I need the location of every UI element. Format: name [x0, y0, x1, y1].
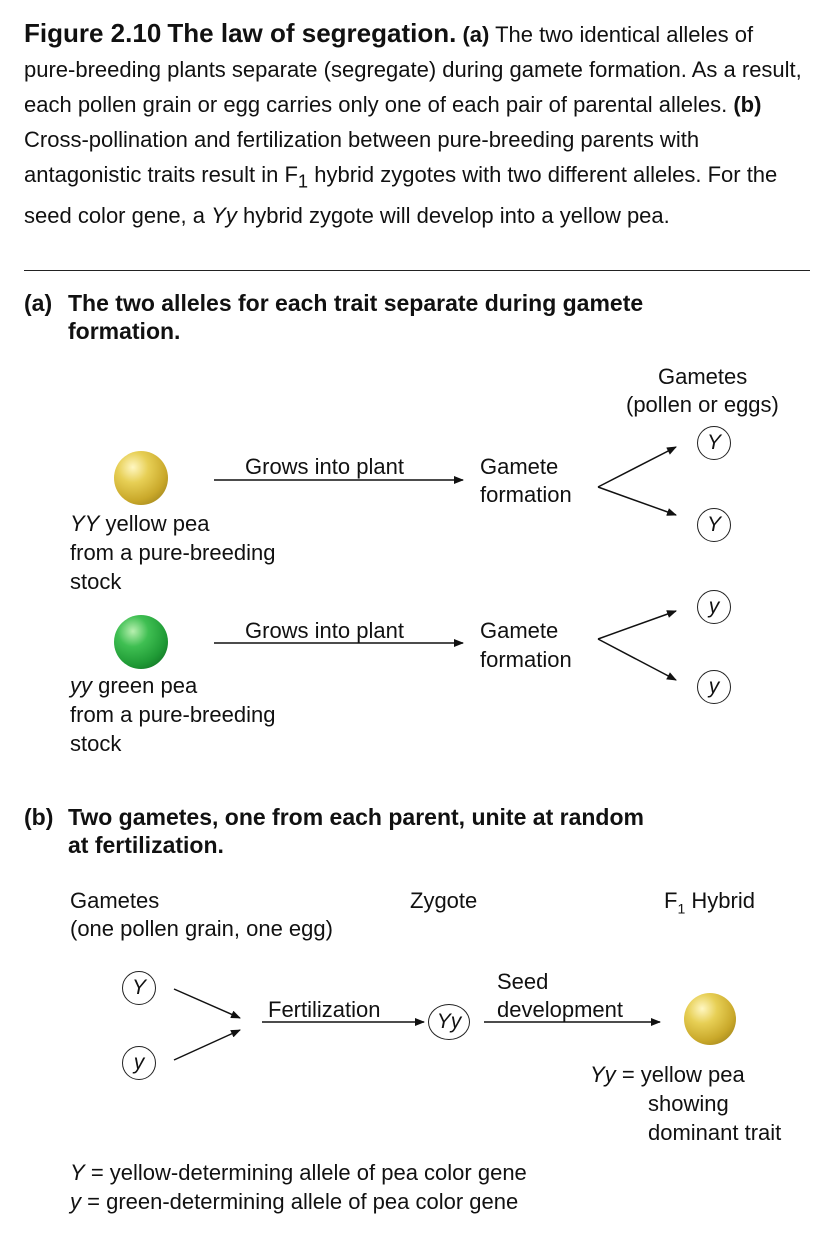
row2-label-line1: yy green pea — [70, 671, 197, 700]
gamete-top-arrow — [173, 988, 241, 1019]
row2-split-down — [597, 638, 677, 681]
section-a-title-line1: The two alleles for each trait separate … — [68, 290, 644, 316]
row1-genotype: YY — [70, 511, 100, 536]
row2-desc: green pea — [98, 673, 198, 698]
section-b-heading: (b) Two gametes, one from each parent, un… — [24, 803, 644, 859]
zygote-label: Zygote — [410, 888, 478, 913]
result-line1: Yy = yellow pea — [590, 1060, 745, 1089]
seed-label-line1: Seed — [497, 969, 549, 994]
caption-part-a-text: The two identical alleles of pure-breedi… — [24, 22, 802, 117]
row2-process-line2: formation — [480, 647, 572, 672]
row1-split-up — [597, 446, 677, 488]
row2-arrow-label: Grows into plant — [245, 618, 404, 643]
result-desc: yellow pea — [640, 1062, 745, 1087]
result-line2: showing — [648, 1091, 729, 1116]
allele-circle-Y-top: Y — [697, 426, 731, 460]
allele-circle-y-bottom: y — [697, 670, 731, 704]
row1-arrow-label: Grows into plant — [245, 454, 404, 479]
section-b-tag: (b) — [24, 804, 54, 830]
row1-label-line1: YY yellow pea — [70, 509, 209, 538]
row2-label-line2: from a pure-breeding — [70, 702, 276, 727]
green-pea — [114, 615, 168, 669]
figure-caption: Figure 2.10 The law of segregation. (a) … — [24, 16, 810, 233]
yellow-pea — [114, 451, 168, 505]
legend-symbol-y: y — [70, 1189, 81, 1214]
section-b-title-line2: at fertilization. — [68, 832, 224, 858]
allele-circle-Y-bottom: Y — [697, 508, 731, 542]
f1-prefix: F — [664, 888, 678, 913]
row1-split-down — [597, 486, 677, 516]
gametes-header-line2: (pollen or eggs) — [626, 392, 779, 417]
row1-desc: yellow pea — [105, 511, 210, 536]
zygote-circle: Yy — [428, 1004, 470, 1040]
result-genotype: Yy — [590, 1062, 616, 1087]
legend-line2: y = green-determining allele of pea colo… — [70, 1187, 518, 1216]
row1-process-line2: formation — [480, 482, 572, 507]
gametes-label-line2: (one pollen grain, one egg) — [70, 916, 333, 941]
row1-label-line2: from a pure-breeding — [70, 540, 276, 565]
legend-text-Y: = yellow-determining allele of pea color… — [90, 1160, 527, 1185]
section-b-title-line1: Two gametes, one from each parent, unite… — [68, 804, 644, 830]
hybrid-yellow-pea — [684, 993, 736, 1045]
row2-label-line3: stock — [70, 731, 122, 756]
result-line3: dominant trait — [648, 1120, 782, 1145]
seed-label-line2: development — [497, 997, 623, 1022]
gamete-bottom-arrow — [173, 1029, 241, 1061]
row2-split-up — [597, 610, 677, 640]
legend-text-y: = green-determining allele of pea color … — [87, 1189, 519, 1214]
figure-label: Figure 2.10 — [24, 18, 162, 48]
caption-part-b-text-2: hybrid zygotes with two different allele… — [24, 162, 778, 229]
figure-title: The law of segregation. — [167, 18, 457, 48]
gametes-label-line1: Gametes — [70, 888, 160, 913]
caption-italic-genotype: Yy — [211, 203, 237, 229]
caption-part-b-text-3: hybrid zygote will develop into a yellow… — [242, 203, 670, 229]
section-a-tag: (a) — [24, 290, 53, 316]
section-a-heading: (a) The two alleles for each trait separa… — [24, 289, 643, 345]
f1-suffix: Hybrid — [691, 888, 755, 913]
row2-process-line1: Gamete — [480, 618, 559, 643]
result-equals: = — [621, 1062, 635, 1087]
row1-label-line3: stock — [70, 569, 122, 594]
gametes-header-line1: Gametes — [658, 364, 748, 389]
fertilization-label: Fertilization — [268, 997, 381, 1022]
section-a-title-line2: formation. — [68, 318, 181, 344]
f1-subscript: 1 — [677, 900, 686, 917]
caption-subscript: 1 — [297, 170, 309, 192]
legend-line1: Y = yellow-determining allele of pea col… — [70, 1158, 527, 1187]
legend-symbol-Y: Y — [70, 1160, 85, 1185]
allele-circle-y-top: y — [697, 590, 731, 624]
caption-divider — [24, 270, 810, 271]
gamete-circle-Y: Y — [122, 971, 156, 1005]
caption-part-b-text-1: Cross-pollination and fertilization betw… — [24, 127, 700, 187]
gamete-circle-y: y — [122, 1046, 156, 1080]
caption-part-a-tag: (a) — [462, 22, 490, 47]
row2-genotype: yy — [70, 673, 92, 698]
f1-hybrid-label: F1 Hybrid — [664, 886, 755, 923]
caption-part-b-tag: (b) — [733, 92, 762, 117]
row1-process-line1: Gamete — [480, 454, 559, 479]
